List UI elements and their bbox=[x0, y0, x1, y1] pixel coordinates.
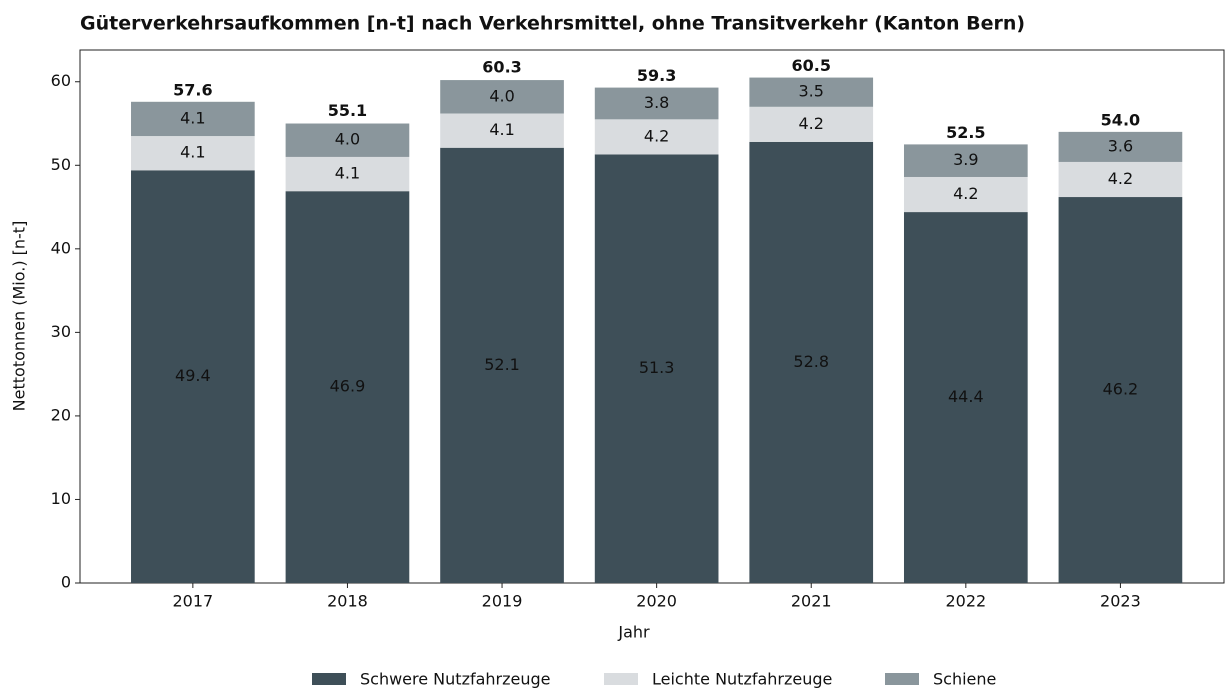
bar-segment bbox=[285, 123, 410, 157]
segment-label: 4.2 bbox=[1108, 169, 1133, 188]
bar-segment bbox=[903, 212, 1028, 584]
segment-label: 4.0 bbox=[335, 130, 360, 149]
segment-label: 4.1 bbox=[489, 120, 514, 139]
segment-label: 3.6 bbox=[1108, 136, 1133, 155]
segment-label: 4.2 bbox=[799, 114, 824, 133]
legend-swatch bbox=[312, 673, 346, 685]
y-tick-label: 20 bbox=[51, 405, 71, 424]
x-tick-label: 2019 bbox=[482, 592, 523, 611]
y-tick-label: 40 bbox=[51, 238, 71, 257]
y-tick-label: 50 bbox=[51, 155, 71, 174]
bar-segment bbox=[440, 113, 564, 148]
segment-label: 52.1 bbox=[484, 355, 520, 374]
total-label: 59.3 bbox=[637, 66, 676, 85]
bar-segment bbox=[440, 147, 564, 583]
x-tick-label: 2020 bbox=[636, 592, 677, 611]
bar-segment bbox=[594, 154, 719, 583]
segment-label: 52.8 bbox=[793, 352, 829, 371]
legend-label: Schwere Nutzfahrzeuge bbox=[360, 670, 551, 689]
bar-segment bbox=[749, 106, 874, 142]
segment-label: 3.8 bbox=[644, 93, 669, 112]
total-label: 55.1 bbox=[328, 101, 367, 120]
x-tick-label: 2018 bbox=[327, 592, 368, 611]
segment-label: 4.2 bbox=[644, 126, 669, 145]
x-axis-label: Jahr bbox=[617, 623, 650, 642]
bar-segment bbox=[749, 77, 874, 107]
y-tick-label: 10 bbox=[51, 489, 71, 508]
legend-label: Schiene bbox=[933, 670, 996, 689]
segment-label: 4.1 bbox=[180, 143, 205, 162]
y-tick-label: 60 bbox=[51, 71, 71, 90]
bar-segment bbox=[285, 191, 410, 583]
x-tick-label: 2023 bbox=[1100, 592, 1141, 611]
y-axis-label: Nettotonnen (Mio.) [n-t] bbox=[10, 221, 29, 412]
segment-label: 4.2 bbox=[953, 184, 978, 203]
segment-label: 51.3 bbox=[639, 358, 675, 377]
total-label: 60.5 bbox=[791, 56, 830, 75]
legend-swatch bbox=[604, 673, 638, 685]
segment-label: 3.9 bbox=[953, 150, 978, 169]
x-tick-label: 2021 bbox=[791, 592, 832, 611]
segment-label: 44.4 bbox=[948, 387, 984, 406]
x-tick-label: 2017 bbox=[172, 592, 213, 611]
bar-segment bbox=[903, 176, 1028, 213]
segment-label: 4.1 bbox=[335, 164, 360, 183]
bar-segment bbox=[285, 156, 410, 192]
x-tick-label: 2022 bbox=[945, 592, 986, 611]
bar-segment bbox=[903, 144, 1028, 177]
segment-label: 46.2 bbox=[1103, 380, 1139, 399]
segment-label: 49.4 bbox=[175, 366, 211, 385]
total-label: 57.6 bbox=[173, 80, 212, 99]
total-label: 60.3 bbox=[482, 58, 521, 77]
total-label: 52.5 bbox=[946, 123, 985, 142]
segment-label: 46.9 bbox=[330, 377, 366, 396]
bar-segment bbox=[594, 87, 719, 120]
chart-title: Güterverkehrsaufkommen [n-t] nach Verkeh… bbox=[80, 13, 1025, 35]
bar-segment bbox=[131, 170, 255, 583]
legend-swatch bbox=[885, 673, 919, 685]
bar-segment bbox=[131, 101, 255, 137]
bar-segment bbox=[594, 119, 719, 155]
bar-segment bbox=[440, 80, 564, 114]
total-label: 54.0 bbox=[1101, 110, 1140, 129]
bar-segment bbox=[749, 141, 874, 583]
bar-segment bbox=[131, 136, 255, 171]
y-tick-label: 0 bbox=[61, 573, 71, 592]
bar-segment bbox=[1058, 131, 1183, 162]
y-tick-label: 30 bbox=[51, 322, 71, 341]
bar-segment bbox=[1058, 161, 1183, 198]
bar-segment bbox=[1058, 197, 1183, 583]
legend-label: Leichte Nutzfahrzeuge bbox=[652, 670, 832, 689]
segment-label: 3.5 bbox=[799, 82, 824, 101]
segment-label: 4.0 bbox=[489, 86, 514, 105]
segment-label: 4.1 bbox=[180, 108, 205, 127]
